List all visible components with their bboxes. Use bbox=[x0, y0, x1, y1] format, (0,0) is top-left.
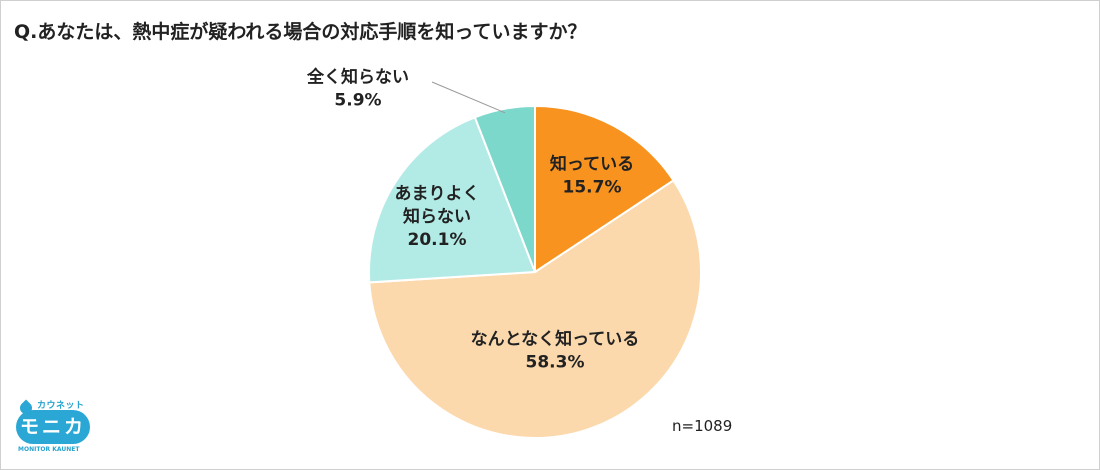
slice-label-somewhat: なんとなく知っている bbox=[471, 329, 640, 350]
slice-value-little: 20.1% bbox=[408, 230, 467, 250]
pie-slice-little bbox=[368, 115, 537, 284]
sample-size-label: n=1089 bbox=[672, 417, 733, 435]
slice-label-little: 知らない bbox=[402, 206, 471, 227]
logo-top-text: カウネット bbox=[37, 401, 85, 411]
logo-main-text: モニカ bbox=[16, 410, 90, 444]
chart-title: Q.あなたは、熱中症が疑われる場合の対応手順を知っていますか？ bbox=[14, 21, 587, 43]
leader-line-none bbox=[431, 81, 506, 114]
pie-slice-none bbox=[473, 104, 536, 273]
slice-label-little: あまりよく bbox=[395, 184, 480, 204]
logo-sub-text: MONITOR KAUNET bbox=[18, 446, 80, 453]
slice-value-somewhat: 58.3% bbox=[526, 353, 585, 373]
slice-value-known: 15.7% bbox=[563, 178, 622, 198]
pie-slice-somewhat bbox=[368, 179, 702, 439]
slice-label-known: 知っている bbox=[549, 154, 634, 175]
slice-value-none: 5.9% bbox=[334, 91, 381, 111]
pie-slice-known bbox=[534, 104, 675, 274]
slice-label-none: 全く知らない bbox=[306, 67, 409, 88]
monika-logo: カウネット モニカ MONITOR KAUNET bbox=[16, 398, 108, 458]
